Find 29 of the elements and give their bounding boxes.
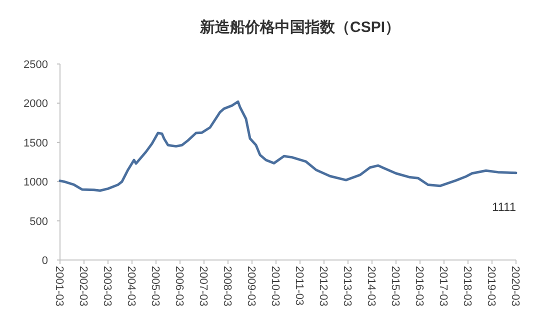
x-tick-label: 2005-03 xyxy=(149,266,161,306)
x-tick-label: 2010-03 xyxy=(269,266,281,306)
y-tick-label: 0 xyxy=(42,255,48,267)
x-tick-label: 2019-03 xyxy=(485,266,497,306)
x-tick-label: 2014-03 xyxy=(365,266,377,306)
x-tick-label: 2001-03 xyxy=(53,266,65,306)
line-series xyxy=(58,100,518,192)
x-tick-label: 2018-03 xyxy=(461,266,473,306)
x-tick-label: 2013-03 xyxy=(341,266,353,306)
x-tick-label: 2020-03 xyxy=(509,266,521,306)
x-tick-label: 2003-03 xyxy=(101,266,113,306)
x-tick-label: 2009-03 xyxy=(245,266,257,306)
x-tick-label: 2008-03 xyxy=(221,266,233,306)
y-tick-label: 1500 xyxy=(24,137,48,150)
x-tick-label: 2004-03 xyxy=(125,266,137,306)
y-tick-label: 2500 xyxy=(24,59,48,71)
x-tick-label: 2017-03 xyxy=(437,266,449,306)
x-tick-label: 2011-03 xyxy=(293,266,305,306)
chart-title: 新造船价格中国指数（CSPI） xyxy=(198,18,400,36)
y-tick-label: 1000 xyxy=(24,176,48,189)
x-tick-label: 2006-03 xyxy=(173,266,185,306)
x-tick-label: 2002-03 xyxy=(77,266,89,306)
annotation: 1111 xyxy=(492,200,516,214)
x-tick-label: 2016-03 xyxy=(413,266,425,306)
x-tick-label: 2015-03 xyxy=(389,266,401,306)
x-tick-label: 2007-03 xyxy=(197,266,209,306)
y-tick-label: 500 xyxy=(30,216,48,228)
y-tick-label: 2000 xyxy=(24,98,48,110)
x-tick-label: 2012-03 xyxy=(317,266,329,306)
